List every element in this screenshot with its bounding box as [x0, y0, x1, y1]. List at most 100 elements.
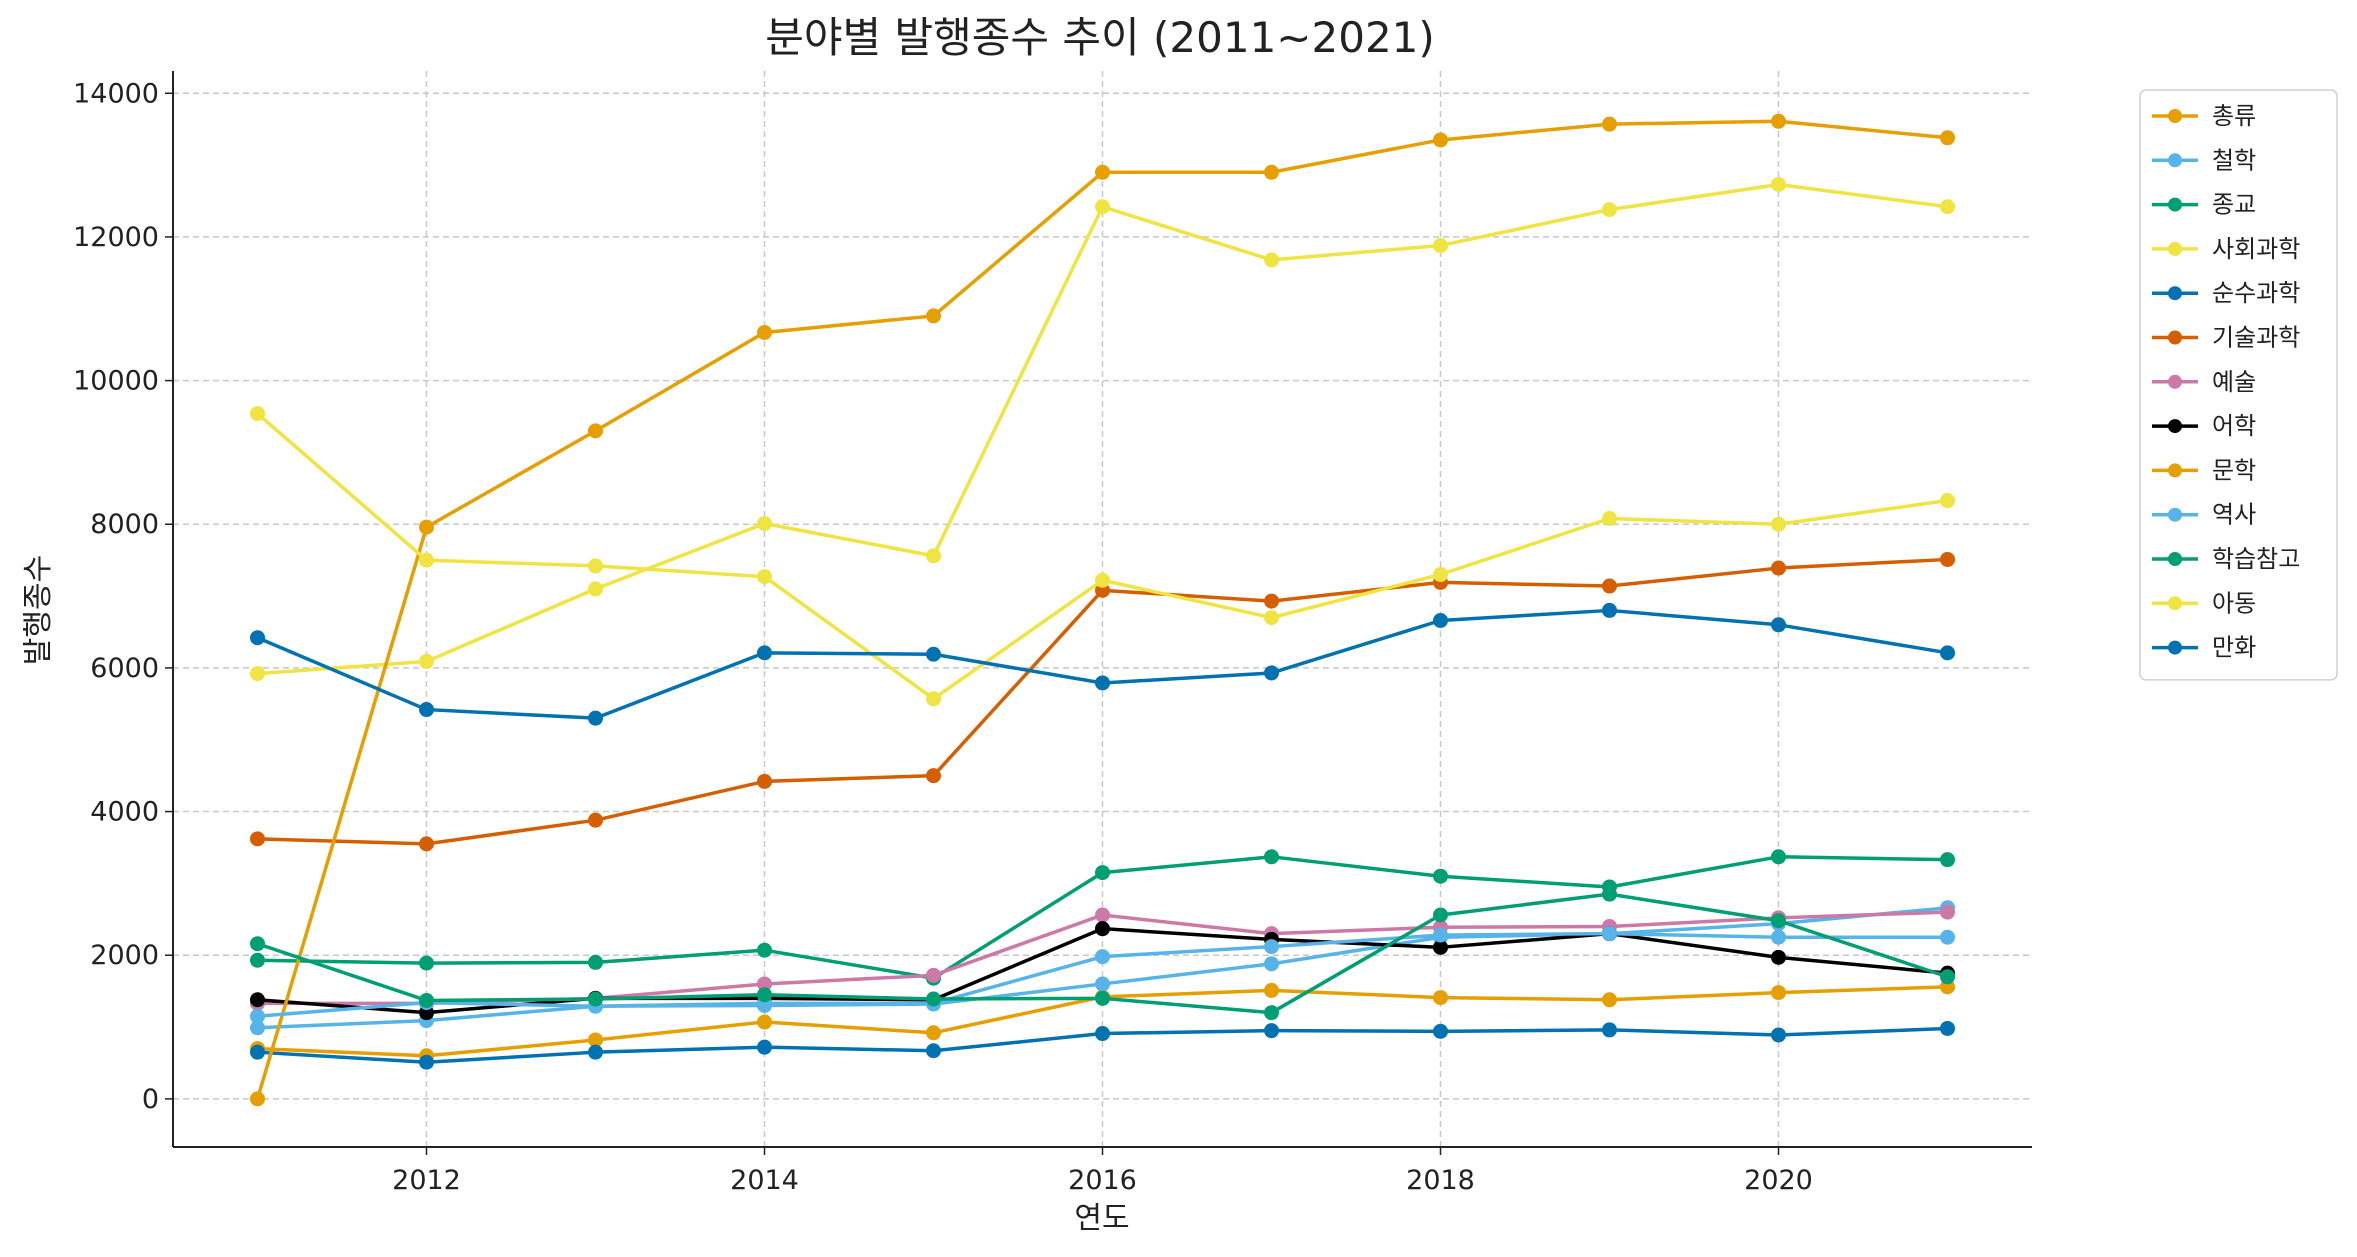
data-point	[419, 836, 434, 852]
data-point	[1433, 1023, 1448, 1039]
data-point	[757, 1014, 772, 1030]
data-point	[1602, 992, 1617, 1008]
legend-label: 역사	[2212, 501, 2256, 529]
y-tick-label: 14000	[73, 78, 159, 109]
legend-item: 역사	[2152, 501, 2256, 529]
data-point	[1095, 199, 1110, 215]
data-point	[926, 691, 941, 707]
data-point	[1095, 990, 1110, 1006]
data-point	[1940, 645, 1955, 661]
data-point	[1095, 921, 1110, 937]
data-point	[1433, 868, 1448, 884]
series-순수과학	[250, 1020, 1955, 1070]
data-point	[588, 1032, 603, 1048]
legend-label: 총류	[2212, 102, 2256, 130]
data-point	[1095, 949, 1110, 965]
data-point	[757, 516, 772, 532]
legend-swatch-marker	[2168, 330, 2182, 345]
data-point	[1940, 199, 1955, 215]
data-point	[588, 954, 603, 970]
data-point	[588, 812, 603, 828]
data-point	[1264, 610, 1279, 626]
legend-label: 학습참고	[2212, 545, 2300, 573]
series-문학	[250, 113, 1955, 1107]
data-point	[926, 1025, 941, 1041]
data-point	[1602, 1022, 1617, 1038]
x-tick-label: 2020	[1744, 1165, 1813, 1196]
legend-item: 순수과학	[2152, 279, 2300, 307]
data-point	[1602, 578, 1617, 594]
data-point	[1602, 510, 1617, 526]
data-point	[1264, 665, 1279, 681]
data-point	[1433, 927, 1448, 943]
legend-swatch-marker	[2168, 241, 2182, 256]
data-point	[1771, 516, 1786, 532]
data-point	[1602, 116, 1617, 132]
data-point	[1095, 164, 1110, 180]
data-point	[250, 1091, 265, 1107]
legend-label: 순수과학	[2212, 279, 2300, 307]
legend-swatch-marker	[2168, 596, 2182, 611]
x-tick-label: 2016	[1068, 1165, 1137, 1196]
legend-swatch-marker	[2168, 640, 2182, 655]
legend-swatch-marker	[2168, 197, 2182, 212]
series-line	[257, 182, 1948, 676]
data-point	[926, 548, 941, 564]
data-point	[1940, 904, 1955, 920]
data-point	[588, 710, 603, 726]
x-tick-label: 2012	[392, 1165, 461, 1196]
legend-swatch-marker	[2168, 507, 2182, 522]
data-point	[1095, 675, 1110, 691]
legend-label: 기술과학	[2212, 324, 2300, 352]
y-tick-label: 10000	[73, 366, 159, 397]
data-point	[1264, 1005, 1279, 1021]
legend-swatch-marker	[2168, 374, 2182, 389]
data-point	[1771, 1027, 1786, 1043]
data-point	[757, 1039, 772, 1055]
legend-item: 총류	[2152, 102, 2256, 130]
data-point	[250, 666, 265, 682]
series-만화	[250, 602, 1955, 726]
data-point	[1095, 907, 1110, 923]
legend-swatch-marker	[2168, 419, 2182, 434]
data-point	[1095, 976, 1110, 992]
data-point	[250, 936, 265, 952]
data-point	[250, 406, 265, 422]
data-point	[1940, 493, 1955, 509]
data-point	[1940, 551, 1955, 567]
data-point	[419, 702, 434, 718]
data-point	[757, 324, 772, 340]
legend-label: 철학	[2212, 146, 2256, 174]
data-point	[1940, 969, 1955, 985]
data-point	[419, 552, 434, 568]
legend-item: 문학	[2152, 456, 2256, 484]
legend-item: 기술과학	[2152, 324, 2300, 352]
data-point	[250, 992, 265, 1008]
data-point	[757, 942, 772, 958]
data-point	[1940, 1020, 1955, 1036]
data-point	[1433, 939, 1448, 955]
series-group	[250, 113, 1955, 1107]
legend-label: 종교	[2212, 191, 2256, 219]
data-point	[1264, 593, 1279, 609]
x-tick-label: 2014	[730, 1165, 799, 1196]
data-point	[1771, 849, 1786, 865]
data-point	[419, 653, 434, 669]
data-point	[1602, 202, 1617, 218]
data-point	[250, 630, 265, 646]
axes: 2012 2014 2016 2018 2020 0 2000 4000 6000 8000 100…	[73, 71, 2032, 1196]
y-tick-label: 4000	[90, 797, 159, 828]
data-point	[1940, 929, 1955, 945]
data-point	[1602, 926, 1617, 942]
data-point	[588, 558, 603, 574]
data-point	[757, 987, 772, 1003]
data-point	[757, 773, 772, 789]
data-point	[1771, 617, 1786, 633]
data-point	[1771, 176, 1786, 192]
chart-title: 분야별 발행종수 추이 (2011~2021)	[765, 13, 1435, 62]
data-point	[1264, 956, 1279, 972]
data-point	[1264, 1023, 1279, 1039]
series-아동	[250, 406, 1955, 707]
y-tick-label: 6000	[90, 653, 159, 684]
